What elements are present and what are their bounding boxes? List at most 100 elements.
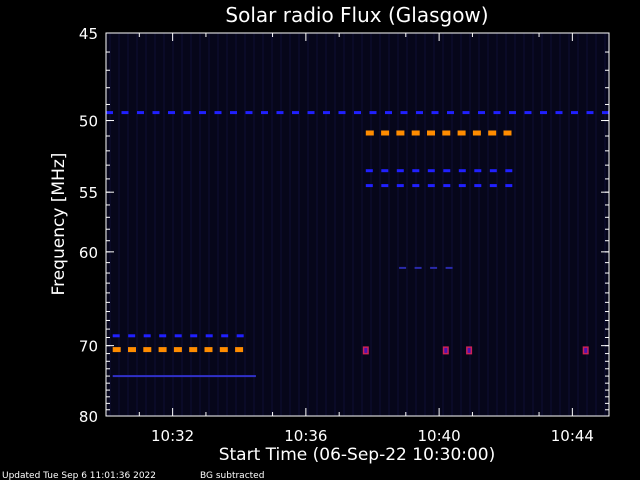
band-segment-band-49.5-full	[524, 111, 532, 115]
band-band-74-early	[112, 375, 256, 378]
footer-updated: Updated Tue Sep 6 11:01:36 2022	[2, 471, 156, 480]
band-segment-band-68.8-early	[174, 334, 182, 338]
band-segment-band-49.5-full	[354, 111, 361, 115]
band-segment-band-49.5-full	[106, 111, 113, 115]
burst-spot-core-1	[444, 347, 448, 353]
band-segment-band-61.5-burst	[399, 266, 407, 269]
band-segment-band-50.8-late	[457, 130, 466, 136]
band-segment-band-49.5-full	[276, 111, 284, 115]
band-segment-band-68.8-early	[221, 334, 229, 338]
band-segment-band-68.8-early	[190, 334, 198, 338]
band-segment-band-50.8-late	[472, 130, 481, 136]
band-segment-band-49.5-full	[199, 111, 206, 115]
chart-title: Solar radio Flux (Glasgow)	[225, 3, 488, 27]
band-segment-band-49.5-full	[183, 111, 191, 115]
band-segment-band-50.8-late	[381, 130, 390, 136]
y-tick-label: 80	[79, 408, 98, 426]
band-segment-band-70.5-early	[219, 347, 228, 353]
band-segment-band-53.4-late	[443, 169, 451, 173]
band-segment-band-70.5-early	[235, 347, 244, 353]
y-tick-label: 70	[79, 338, 98, 356]
band-segment-band-61.5-burst	[445, 266, 453, 269]
band-segment-band-50.8-late	[427, 130, 435, 136]
y-tick-label: 50	[79, 113, 98, 131]
band-segment-band-54.5-late	[412, 184, 420, 188]
band-segment-band-53.4-late	[396, 169, 404, 173]
band-segment-band-49.5-full	[230, 111, 237, 115]
emission-bands	[106, 111, 609, 378]
band-segment-band-49.5-full	[137, 111, 144, 115]
band-segment-band-53.4-late	[412, 169, 420, 173]
band-segment-band-50.8-late	[503, 130, 512, 136]
band-segment-band-53.4-late	[458, 169, 466, 173]
x-axis-title: Start Time (06-Sep-22 10:30:00)	[219, 445, 496, 465]
band-segment-band-54.5-late	[427, 184, 435, 188]
band-segment-band-49.5-full	[323, 111, 330, 115]
band-segment-band-54.5-late	[458, 184, 466, 188]
footer-note: BG subtracted	[200, 471, 264, 480]
band-segment-band-53.4-late	[427, 169, 435, 173]
band-segment-band-53.4-late	[365, 169, 373, 173]
band-segment-band-54.5-late	[443, 184, 451, 188]
band-segment-band-68.8-early	[143, 334, 151, 338]
band-segment-band-53.4-late	[381, 169, 389, 173]
band-segment-band-49.5-full	[586, 111, 594, 115]
x-tick-label: 10:32	[151, 427, 194, 445]
band-segment-band-54.5-late	[396, 184, 404, 188]
y-tick-label: 45	[79, 25, 98, 43]
band-segment-band-54.5-late	[505, 184, 513, 188]
band-segment-band-49.5-full	[509, 111, 516, 115]
band-segment-band-70.5-early	[112, 347, 121, 353]
band-segment-band-49.5-full	[478, 111, 485, 115]
band-segment-band-68.8-early	[112, 334, 120, 338]
band-segment-band-68.8-early	[205, 334, 213, 338]
burst-spot-core-2	[467, 347, 471, 353]
band-segment-band-54.5-late	[365, 184, 373, 188]
band-segment-band-50.8-late	[488, 130, 497, 136]
band-segment-band-70.5-early	[189, 347, 198, 353]
band-segment-band-49.5-full	[540, 111, 547, 115]
band-segment-band-49.5-full	[447, 111, 454, 115]
band-segment-band-49.5-full	[385, 111, 392, 115]
axis-ticks: 10:32 10:36 10:40 10:44 45 50 55 60 70 80	[79, 25, 609, 445]
band-segment-band-49.5-full	[602, 111, 609, 115]
band-segment-band-54.5-late	[489, 184, 497, 188]
band-segment-band-53.4-late	[505, 169, 513, 173]
band-segment-band-68.8-early	[159, 334, 167, 338]
band-segment-band-70.5-early	[143, 347, 152, 353]
band-segment-band-49.5-full	[555, 111, 563, 115]
band-segment-band-49.5-full	[214, 111, 222, 115]
band-segment-band-70.5-early	[158, 347, 167, 353]
band-segment-band-49.5-full	[369, 111, 377, 115]
x-tick-label: 10:40	[417, 427, 460, 445]
band-segment-band-54.5-late	[474, 184, 482, 188]
band-segment-band-49.5-full	[431, 111, 439, 115]
band-segment-band-49.5-full	[462, 111, 470, 115]
band-segment-band-70.5-early	[173, 347, 182, 353]
band-segment-band-49.5-full	[571, 111, 578, 115]
band-segment-band-49.5-full	[307, 111, 315, 115]
band-segment-band-50.8-late	[442, 130, 451, 136]
band-segment-band-61.5-burst	[414, 266, 422, 269]
band-segment-band-49.5-full	[400, 111, 408, 115]
band-segment-band-53.4-late	[474, 169, 482, 173]
band-segment-band-50.8-late	[365, 130, 374, 136]
plot-frame	[105, 32, 610, 417]
y-tick-label: 60	[79, 244, 98, 262]
band-segment-band-49.5-full	[493, 111, 501, 115]
band-segment-band-70.5-early	[128, 347, 136, 353]
band-segment-band-49.5-full	[168, 111, 175, 115]
band-segment-band-70.5-early	[204, 347, 213, 353]
band-segment-band-50.8-late	[411, 130, 420, 136]
x-tick-label: 10:44	[551, 427, 594, 445]
band-segment-band-49.5-full	[416, 111, 423, 115]
band-segment-band-53.4-late	[489, 169, 497, 173]
band-segment-band-49.5-full	[338, 111, 346, 115]
y-tick-label: 55	[79, 184, 98, 202]
band-segment-band-68.8-early	[236, 334, 244, 338]
burst-spots	[362, 346, 589, 355]
plot-area	[106, 33, 609, 416]
band-segment-band-61.5-burst	[430, 266, 438, 269]
burst-spot-core-3	[584, 347, 588, 353]
